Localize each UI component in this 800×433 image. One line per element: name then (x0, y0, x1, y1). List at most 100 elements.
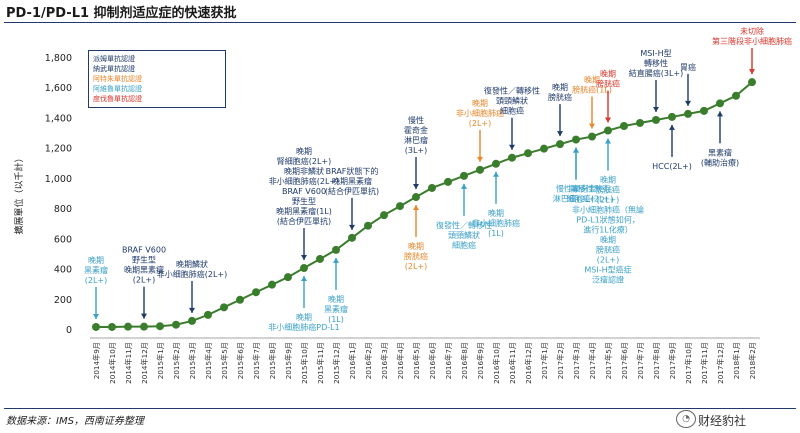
y-tick-label: 600 (54, 234, 72, 245)
annotation-label: 晚期膀胱癌(2L+)非小細胞肺癌（無論 PD-L1狀態如何，進行1L化療）晚期膀胱… (572, 175, 644, 285)
data-point (636, 118, 644, 127)
x-tick-label: 2015年10月 (300, 342, 309, 384)
annotation-label: 慢性霍奇金淋巴瘤(3L+) (404, 115, 428, 155)
x-tick-label: 2017年12月 (716, 342, 725, 384)
x-tick-label: 2015年1月 (156, 342, 165, 379)
data-point (380, 211, 388, 220)
title-divider (4, 22, 796, 23)
x-tick-label: 2015年3月 (188, 342, 197, 379)
x-tick-label: 2017年3月 (572, 342, 581, 379)
x-tick-label: 2017年7月 (636, 342, 645, 379)
data-point (284, 273, 292, 282)
y-axis-label: 擴展單位（以千計） (13, 153, 25, 234)
annotation-label: 未切除第三階段非小細胞肺癌 (712, 26, 792, 46)
chart: 擴展單位（以千計） 0 200 400 600 800 1,000 1,200 1,400 1,6… (13, 26, 792, 384)
data-point (348, 233, 356, 242)
annotation-label: 復發性／轉移性頭頸鱗狀細胞癌 (484, 86, 540, 116)
annotation-label: 晚期膀胱癌(2L+) (404, 241, 428, 271)
x-tick-label: 2014年11月 (124, 342, 133, 384)
annotation-label: 晚期非小细胞肺癌PD-L1 (268, 312, 339, 332)
annotation-label: BRAF V600 野生型晚期黑素瘤(2L+) (122, 246, 166, 285)
x-tick-label: 2016年12月 (524, 342, 533, 384)
x-tick-label: 2015年5月 (220, 342, 229, 379)
x-tick-label: 2015年8月 (268, 342, 277, 379)
annotation-label: HCC(2L+) (652, 162, 692, 171)
annotation-label: BRAF狀態下的晚期黑素瘤(結合伊匹單抗) (325, 166, 379, 196)
data-point (588, 132, 596, 141)
annotation-label: 晚期膀胱癌 (548, 82, 572, 102)
data-point (652, 115, 660, 124)
x-tick-label: 2016年5月 (412, 342, 421, 379)
annotation-label: 晚期黑素瘤(1L) (324, 294, 348, 324)
legend-entry: 納武單抗認證 (93, 65, 135, 73)
x-tick-label: 2016年11月 (508, 342, 517, 384)
data-point (460, 171, 468, 180)
data-point (332, 245, 340, 254)
y-tick-label: 0 (66, 325, 72, 336)
annotation-arrowhead (189, 307, 195, 313)
legend-entry: 度伐魯單抗認證 (93, 95, 142, 103)
annotation-arrowhead (509, 144, 515, 150)
annotation-arrowhead (653, 106, 659, 112)
data-point (556, 140, 564, 149)
x-tick-label: 2016年4月 (396, 342, 405, 379)
x-tick-label: 2016年6月 (428, 342, 437, 379)
annotation-arrowhead (141, 313, 147, 319)
data-point (236, 295, 244, 304)
y-tick-label: 1,200 (45, 144, 72, 155)
x-tick-label: 2016年7月 (444, 342, 453, 379)
legend-entry: 派姆單抗認證 (93, 55, 135, 63)
annotation-arrowhead (333, 257, 339, 263)
data-point (92, 322, 100, 331)
data-point (620, 122, 628, 130)
x-tick-label: 2017年10月 (684, 342, 693, 384)
data-point (428, 183, 436, 192)
data-point (604, 126, 612, 135)
x-tick-label: 2017年2月 (556, 342, 565, 379)
data-point (220, 303, 228, 312)
watermark: 财经豹社 (698, 414, 747, 428)
data-point (732, 91, 740, 100)
page-title: PD-1/PD-L1 抑制剂适应症的快速获批 (6, 6, 237, 21)
annotation-label: 晚期膀胱癌(1L) (572, 75, 612, 95)
x-tick-label: 2015年11月 (316, 342, 325, 384)
x-tick-label: 2016年9月 (476, 342, 485, 379)
x-tick-label: 2016年3月 (380, 342, 389, 379)
x-tick-label: 2017年11月 (700, 342, 709, 384)
x-tick-label: 2016年2月 (364, 342, 373, 379)
data-point (156, 322, 164, 331)
x-tick-label: 2014年10月 (108, 342, 117, 384)
x-tick-label: 2018年1月 (732, 342, 741, 379)
y-tick-label: 1,400 (45, 113, 72, 124)
annotation-label: 晚期黑素瘤(2L+) (84, 255, 108, 285)
data-point (444, 177, 452, 186)
footer-divider (4, 408, 796, 409)
y-tick-label: 1,600 (45, 83, 72, 94)
data-point (204, 310, 212, 319)
annotation-arrowhead (573, 147, 579, 153)
annotation-arrowhead (669, 124, 675, 130)
y-tick-label: 1,800 (45, 53, 72, 64)
data-point (668, 112, 676, 121)
annotation-arrowhead (493, 171, 499, 177)
annotation-arrowhead (301, 255, 307, 261)
x-tick-label: 2015年2月 (172, 342, 181, 379)
data-point (268, 280, 276, 289)
data-point (540, 144, 548, 153)
annotation-label: 晚期鱗狀非小细胞肺癌(2L+) (157, 259, 228, 279)
wechat-icon: ◔ (676, 410, 696, 428)
x-tick-label: 2015年6月 (236, 342, 245, 379)
data-point (412, 193, 420, 202)
data-point (524, 149, 532, 158)
annotation-arrowhead (589, 123, 595, 129)
annotation-label: 晚期膀胱癌 (596, 69, 620, 89)
x-tick-label: 2017年5月 (604, 342, 613, 379)
x-tick-label: 2015年12月 (332, 342, 341, 384)
data-point (300, 264, 308, 273)
x-tick-label: 2017年8月 (652, 342, 661, 379)
annotation-arrowhead (461, 183, 467, 189)
x-tick-label: 2015年7月 (252, 342, 261, 379)
annotation-label: 晚期非小細胞肺癌(1L) (472, 208, 520, 238)
annotation-arrowhead (749, 69, 755, 75)
annotation-label: 黑素瘤(輔助治療) (701, 147, 739, 167)
